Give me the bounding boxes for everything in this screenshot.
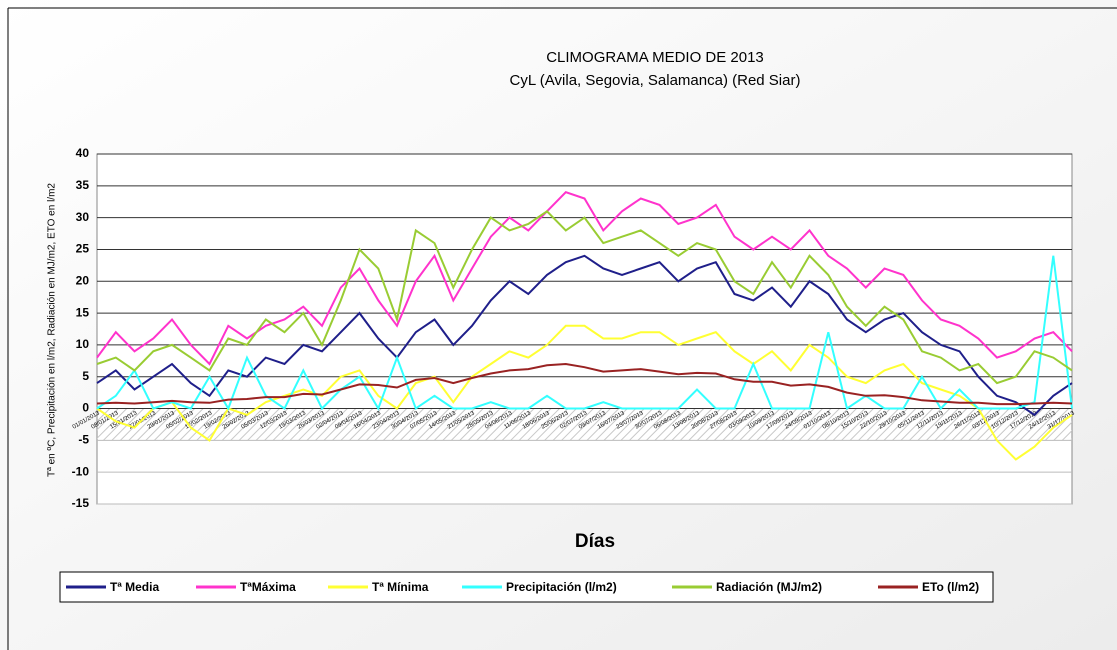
y-tick-label: 0 [82, 401, 89, 415]
y-tick-label: 35 [76, 178, 90, 192]
series-line [96, 210, 1073, 385]
legend-label: Tª Mínima [372, 580, 429, 594]
y-tick-label: 20 [76, 273, 90, 287]
y-tick-label: 5 [82, 369, 89, 383]
y-tick-label: 10 [76, 337, 90, 351]
legend-label: Radiación (MJ/m2) [716, 580, 822, 594]
y-tick-label: -5 [78, 433, 89, 447]
series-line [96, 324, 1073, 461]
chart-title: CLIMOGRAMA MEDIO DE 2013 [546, 49, 764, 66]
chart-subtitle: CyL (Avila, Segovia, Salamanca) (Red Sia… [510, 72, 801, 89]
y-tick-label: 15 [76, 305, 90, 319]
y-tick-label: 30 [76, 210, 90, 224]
legend-label: ETo (l/m2) [922, 580, 979, 594]
legend-label: TªMáxima [240, 580, 296, 594]
y-tick-label: -10 [72, 464, 90, 478]
plot-area [96, 153, 1073, 505]
legend-label: Precipitación (l/m2) [506, 580, 617, 594]
x-axis-label: Días [575, 531, 615, 552]
legend-label: Tª Media [110, 580, 159, 594]
series-line [96, 362, 1073, 406]
y-tick-label: 25 [76, 242, 90, 256]
series-line [96, 254, 1073, 417]
y-axis-label: Tª en ºC, Precipitación en l/m2, Radiaci… [47, 183, 58, 477]
date-band [97, 408, 1072, 441]
series-line [96, 191, 1073, 366]
y-tick-label: -15 [72, 496, 90, 510]
y-tick-label: 40 [76, 146, 90, 160]
